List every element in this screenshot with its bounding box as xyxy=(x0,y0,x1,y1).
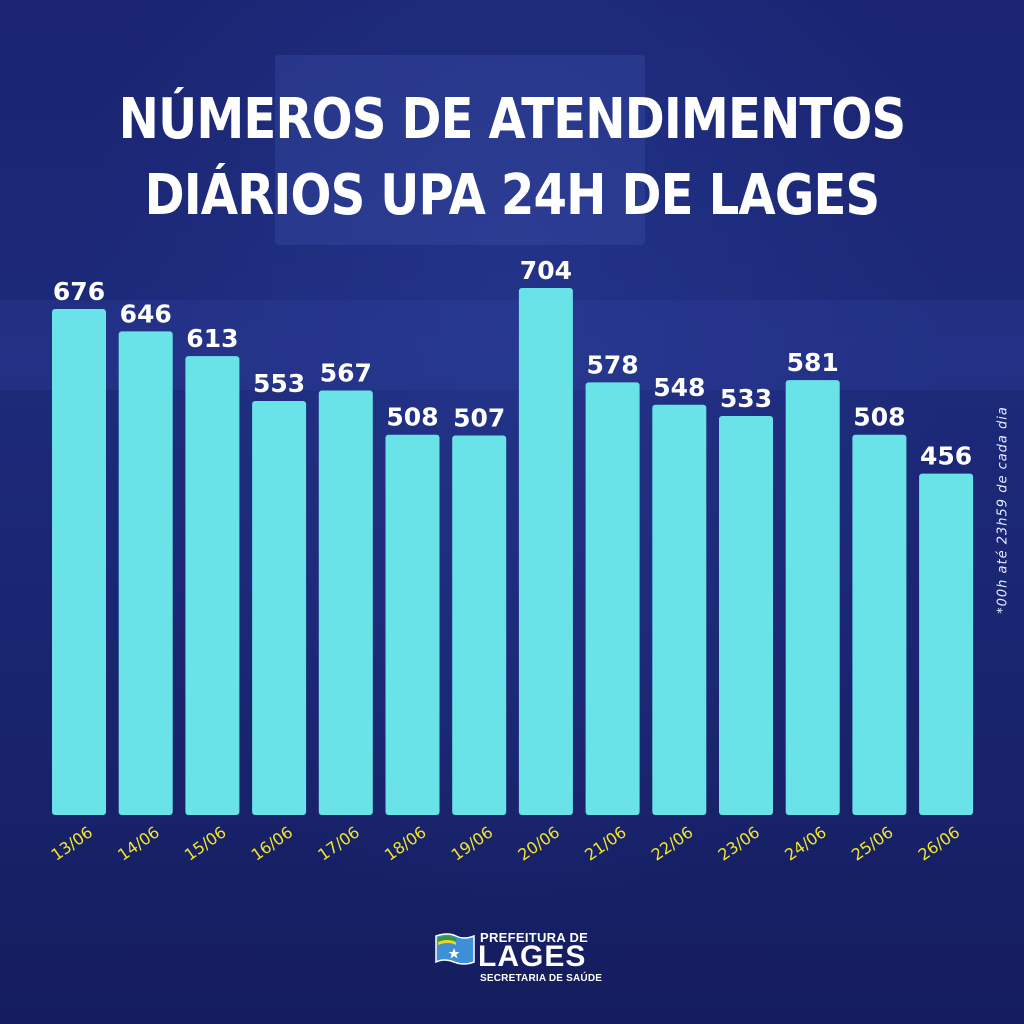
date-label: 22/06 xyxy=(648,822,697,864)
value-label: 646 xyxy=(120,299,172,328)
bar-26-06 xyxy=(919,473,974,815)
date-label: 19/06 xyxy=(448,822,497,864)
value-label: 508 xyxy=(386,403,438,432)
logo-line-1: PREFEITURA DE xyxy=(480,930,589,945)
bar-16-06 xyxy=(252,401,307,815)
title-line-2: DIÁRIOS UPA 24H DE LAGES xyxy=(144,163,881,228)
bar-18-06 xyxy=(385,434,440,815)
date-label: 15/06 xyxy=(181,822,230,864)
bar-17-06 xyxy=(318,390,373,815)
date-label: 14/06 xyxy=(114,822,163,864)
bar-23-06 xyxy=(719,416,773,815)
value-label: 508 xyxy=(853,403,905,432)
date-label: 23/06 xyxy=(715,822,764,864)
date-label: 13/06 xyxy=(48,822,97,864)
bar-24-06 xyxy=(785,380,840,815)
bar-14-06 xyxy=(118,331,173,815)
value-label: 533 xyxy=(720,384,772,413)
date-label: 16/06 xyxy=(248,822,297,864)
bar-19-06 xyxy=(452,435,507,815)
footnote: *00h até 23h59 de cada dia xyxy=(995,406,1011,614)
bar-13-06 xyxy=(52,308,106,815)
value-label: 578 xyxy=(587,350,639,379)
value-label: 704 xyxy=(520,256,572,285)
value-label: 581 xyxy=(787,348,839,377)
bar-25-06 xyxy=(852,434,907,815)
value-label: 676 xyxy=(53,277,105,306)
value-label: 548 xyxy=(653,373,705,402)
date-label: 18/06 xyxy=(381,822,430,864)
date-label: 24/06 xyxy=(781,822,830,864)
value-label: 507 xyxy=(453,403,505,432)
bar-22-06 xyxy=(652,404,707,815)
prefeitura-logo: PREFEITURA DE LAGES SECRETARIA DE SAÚDE xyxy=(434,928,604,988)
bar-21-06 xyxy=(585,382,640,815)
value-label: 567 xyxy=(320,359,372,388)
value-label: 456 xyxy=(920,442,972,471)
bar-20-06 xyxy=(518,288,573,815)
value-label: 613 xyxy=(186,324,238,353)
date-label: 21/06 xyxy=(581,822,630,864)
value-label: 553 xyxy=(253,369,305,398)
date-label: 26/06 xyxy=(915,822,964,864)
date-label: 25/06 xyxy=(848,822,897,864)
date-label: 17/06 xyxy=(314,822,363,864)
flag-icon xyxy=(435,933,475,965)
bar-15-06 xyxy=(185,356,240,815)
background-building-sign xyxy=(275,55,645,245)
date-label: 20/06 xyxy=(514,822,563,864)
logo-line-2: LAGES xyxy=(478,940,587,973)
title-line-1: NÚMEROS DE ATENDIMENTOS xyxy=(118,87,907,152)
logo-line-3: SECRETARIA DE SAÚDE xyxy=(480,973,603,984)
page-title: NÚMEROS DE ATENDIMENTOS DIÁRIOS UPA 24H … xyxy=(0,82,1024,234)
